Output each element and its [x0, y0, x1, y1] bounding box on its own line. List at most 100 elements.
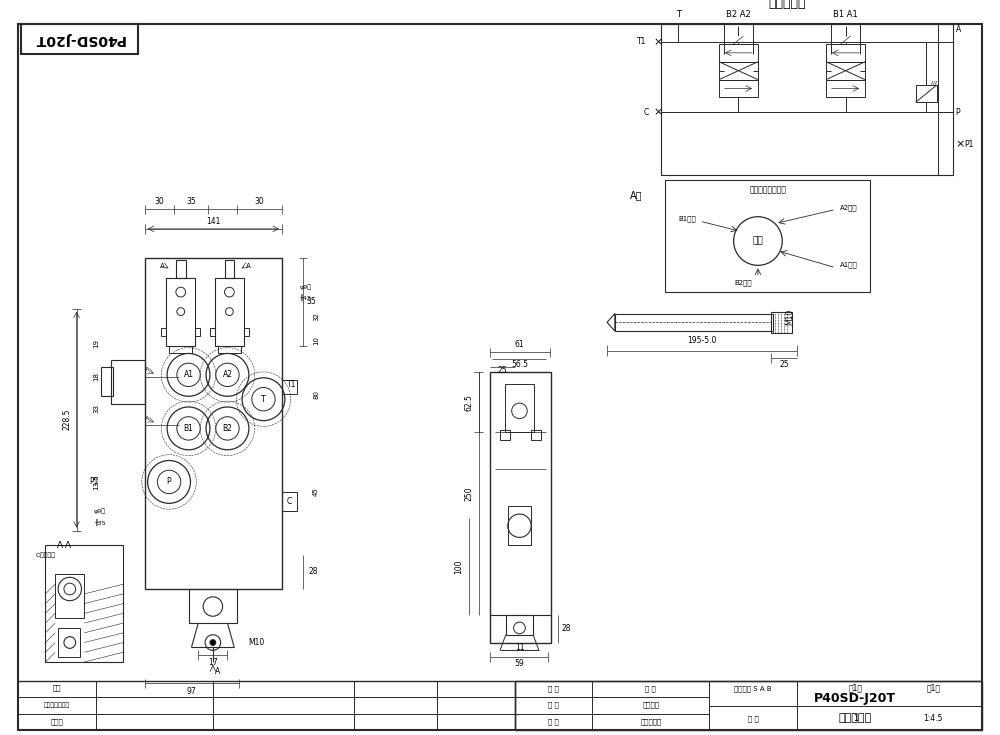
Text: 手控: 手控	[753, 237, 763, 245]
Text: 批 准: 批 准	[645, 685, 656, 692]
Bar	[282, 380, 297, 395]
Text: B1 A1: B1 A1	[833, 10, 858, 19]
Text: 32: 32	[313, 312, 319, 321]
Bar	[719, 79, 758, 98]
Text: ×: ×	[653, 37, 662, 47]
Text: 工艺检查: 工艺检查	[642, 701, 659, 708]
Bar	[615, 314, 773, 331]
Bar	[58, 628, 80, 657]
Text: 28: 28	[308, 567, 318, 576]
Bar	[215, 278, 244, 345]
Bar	[505, 384, 534, 432]
Bar	[916, 85, 937, 102]
Polygon shape	[607, 314, 615, 331]
Text: 25: 25	[779, 359, 789, 369]
Text: 13.5: 13.5	[93, 474, 99, 490]
Text: ×: ×	[653, 107, 662, 117]
Text: 28: 28	[561, 625, 571, 634]
Bar	[508, 506, 531, 545]
Text: 液压原理图: 液压原理图	[768, 0, 806, 10]
Text: 数 量: 数 量	[748, 715, 758, 722]
Bar	[166, 278, 195, 345]
Text: 141: 141	[206, 217, 221, 226]
Bar	[225, 260, 234, 278]
Text: T: T	[261, 395, 266, 404]
Text: M10: M10	[249, 638, 265, 647]
Text: A: A	[956, 25, 961, 34]
Text: ╂42: ╂42	[299, 293, 311, 301]
Text: P: P	[956, 107, 960, 117]
Text: B2 A2: B2 A2	[726, 10, 751, 19]
Text: B2: B2	[223, 424, 232, 433]
Bar	[21, 24, 138, 54]
Text: B2出油: B2出油	[735, 279, 752, 286]
Bar	[169, 345, 192, 354]
Text: 1: 1	[853, 714, 858, 723]
Text: 97: 97	[187, 686, 196, 696]
Bar	[210, 328, 215, 336]
Bar	[176, 260, 186, 278]
Text: ×: ×	[956, 139, 965, 149]
Bar	[515, 681, 982, 730]
Text: 17: 17	[208, 659, 218, 667]
Text: 第1张: 第1张	[926, 684, 940, 693]
Text: 二联多路阀: 二联多路阀	[839, 714, 872, 723]
Text: A: A	[246, 263, 251, 269]
Bar	[826, 44, 865, 62]
Text: 228.5: 228.5	[62, 409, 71, 431]
Text: 62.5: 62.5	[464, 394, 473, 411]
Text: A: A	[145, 416, 149, 421]
Bar	[101, 367, 113, 396]
Bar	[719, 62, 758, 79]
Text: A1出油: A1出油	[840, 262, 857, 268]
Text: 30: 30	[154, 197, 164, 206]
Text: 100: 100	[455, 559, 464, 574]
Text: 250: 250	[464, 487, 473, 501]
Bar	[282, 492, 297, 511]
Text: 图样标记 S A B: 图样标记 S A B	[734, 685, 772, 692]
Text: B1: B1	[184, 424, 193, 433]
Text: 共1张: 共1张	[848, 684, 862, 693]
Text: 35: 35	[186, 197, 196, 206]
Text: T1: T1	[637, 37, 646, 46]
Bar	[55, 574, 84, 618]
Bar	[826, 62, 865, 79]
Text: B1进油: B1进油	[678, 216, 696, 223]
Text: A向: A向	[630, 190, 643, 200]
Text: 30: 30	[255, 197, 264, 206]
Text: 18: 18	[93, 373, 99, 381]
Text: 56.5: 56.5	[511, 359, 528, 369]
Text: P1: P1	[964, 140, 974, 148]
Text: 10: 10	[313, 337, 319, 345]
Text: 11: 11	[515, 643, 524, 652]
Text: 标准化检查: 标准化检查	[640, 718, 661, 725]
Text: 标记: 标记	[53, 684, 61, 691]
Text: 33: 33	[93, 404, 99, 413]
Text: 80: 80	[313, 390, 319, 399]
Text: 59: 59	[515, 659, 524, 668]
Text: C: C	[287, 497, 292, 506]
Text: T1: T1	[287, 380, 296, 389]
Text: A1: A1	[184, 370, 194, 379]
Text: 25: 25	[497, 367, 507, 376]
Text: 61: 61	[515, 340, 524, 349]
Bar	[189, 589, 237, 623]
Text: P40SD-J20T: P40SD-J20T	[34, 32, 125, 46]
Text: ╂35: ╂35	[94, 519, 106, 526]
Text: 审 核: 审 核	[548, 718, 559, 725]
Bar	[506, 615, 533, 635]
Bar	[244, 328, 249, 336]
Text: 更改内容及原因: 更改内容及原因	[44, 702, 70, 708]
Text: 45: 45	[313, 487, 319, 496]
Text: 第二路控制方式：: 第二路控制方式：	[749, 185, 786, 195]
Text: φ9孔: φ9孔	[299, 284, 311, 290]
Text: P1: P1	[90, 478, 99, 487]
Text: 1:4.5: 1:4.5	[923, 714, 943, 723]
Text: A2: A2	[222, 370, 232, 379]
Text: 制 图: 制 图	[548, 701, 559, 708]
Text: T: T	[676, 10, 681, 19]
Bar	[490, 372, 551, 642]
Bar	[161, 328, 166, 336]
Text: P: P	[167, 478, 171, 487]
Bar	[145, 258, 282, 589]
